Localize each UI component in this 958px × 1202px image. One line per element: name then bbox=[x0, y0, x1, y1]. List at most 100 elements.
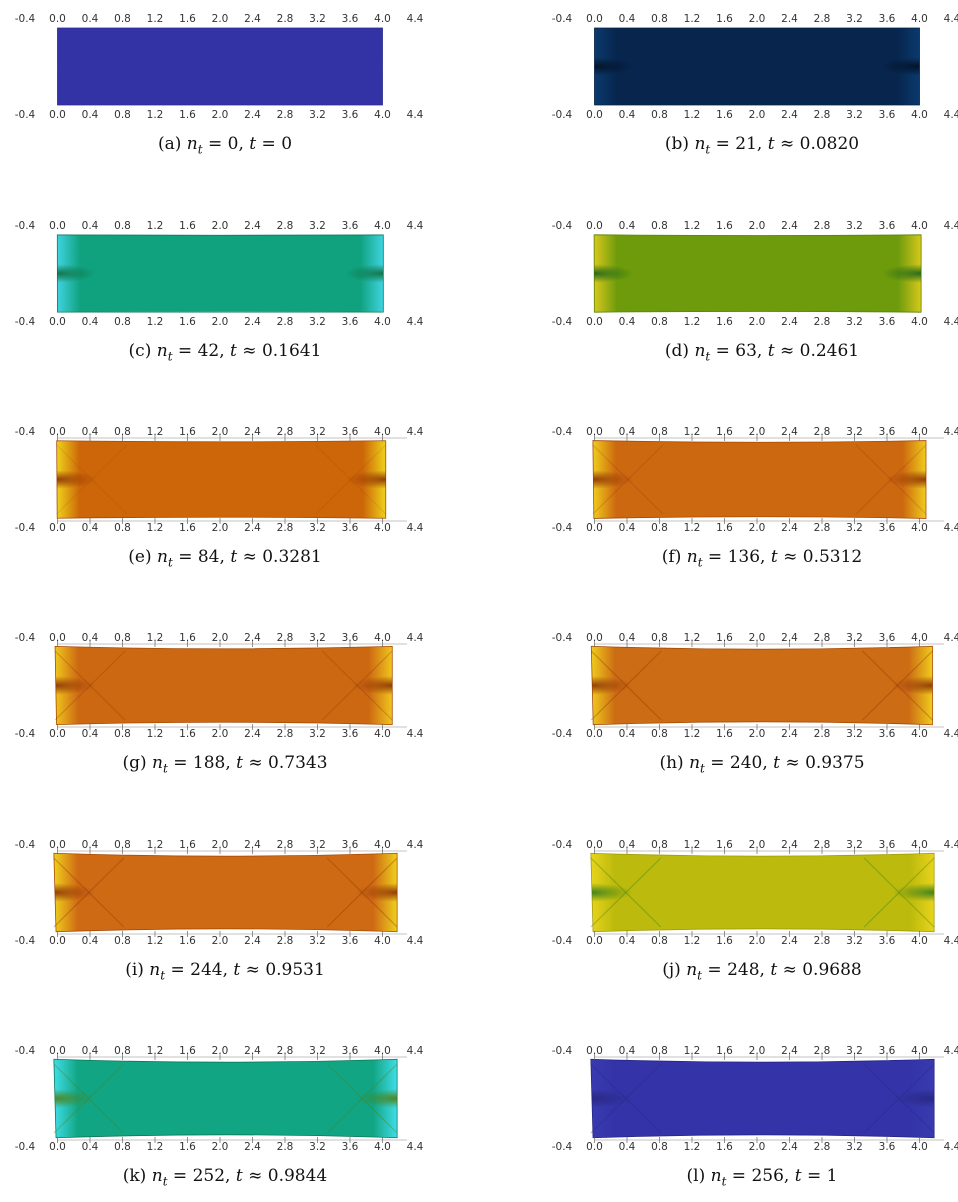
relation-symbol: ≈ bbox=[783, 547, 798, 567]
panel-j: -0.4 0.0 0.4 0.8 1.2 1.6 2.0 2.4 2.8 3.2 3.6 4.0 4.4… bbox=[542, 828, 958, 996]
tick-label-top: 2.8 bbox=[277, 426, 294, 438]
tick-label-top: 1.6 bbox=[179, 426, 196, 438]
shear-band bbox=[590, 650, 662, 721]
tick-label-bottom: 0.4 bbox=[619, 1141, 636, 1153]
tick-label-bottom: 0.0 bbox=[586, 1141, 603, 1153]
tick-label-top: 2.0 bbox=[749, 1045, 766, 1057]
tick-label-bottom: 0.4 bbox=[82, 109, 99, 121]
nt-symbol: n bbox=[151, 1166, 163, 1186]
tick-label-top: 1.6 bbox=[716, 220, 733, 232]
tick-label-top: 2.8 bbox=[277, 220, 294, 232]
tick-label-top: 0.0 bbox=[49, 426, 66, 438]
panel-k: -0.4 0.0 0.4 0.8 1.2 1.6 2.0 2.4 2.8 3.2 3.6 4.0 4.4… bbox=[5, 1034, 445, 1202]
tick-label-top: 1.2 bbox=[147, 13, 164, 25]
tick-label-bottom: -0.4 bbox=[15, 1141, 36, 1153]
panel-letter: (a) bbox=[157, 134, 182, 154]
panel-i: -0.4 0.0 0.4 0.8 1.2 1.6 2.0 2.4 2.8 3.2 3.6 4.0 4.4… bbox=[5, 828, 445, 996]
panel-letter: (b) bbox=[664, 134, 690, 154]
caption-a: (a) nt = 0, t = 0 bbox=[157, 134, 293, 157]
panel-b: -0.4 0.0 0.4 0.8 1.2 1.6 2.0 2.4 2.8 3.2 3.6 4.0 4.4… bbox=[542, 2, 958, 170]
tick-label-top: 2.8 bbox=[814, 632, 831, 644]
tick-label-top: 3.2 bbox=[846, 13, 863, 25]
tick-label-top: 4.4 bbox=[944, 13, 958, 25]
nt-symbol: n bbox=[694, 134, 706, 154]
tick-label-top: 2.8 bbox=[277, 839, 294, 851]
tick-label-bottom: 3.6 bbox=[342, 728, 359, 740]
tick-label-top: 1.2 bbox=[147, 632, 164, 644]
nt-symbol: n bbox=[157, 547, 168, 567]
panel-letter: (g) bbox=[122, 753, 147, 773]
tick-label-bottom: 0.8 bbox=[114, 522, 131, 534]
tick-label-top: 2.8 bbox=[277, 632, 294, 644]
relation-symbol: ≈ bbox=[242, 341, 257, 361]
relation-symbol: = bbox=[261, 134, 276, 154]
t-symbol: t bbox=[230, 547, 238, 567]
nt-value: 240 bbox=[729, 753, 763, 773]
t-value: 0.3281 bbox=[262, 547, 322, 567]
tick-label-top: 2.4 bbox=[244, 220, 261, 232]
tick-label-top: 3.2 bbox=[846, 426, 863, 438]
tick-label-bottom: 0.0 bbox=[49, 109, 66, 121]
tick-label-bottom: 2.4 bbox=[781, 728, 798, 740]
tick-label-bottom: 0.4 bbox=[82, 316, 99, 328]
tick-label-bottom: 0.8 bbox=[651, 109, 668, 121]
tick-label-top: 1.6 bbox=[179, 632, 196, 644]
tick-label-top: 4.4 bbox=[944, 220, 958, 232]
tick-label-top: 3.6 bbox=[342, 220, 359, 232]
tick-label-bottom: 3.6 bbox=[879, 522, 896, 534]
tick-label-top: 0.4 bbox=[619, 220, 636, 232]
tick-label-top: -0.4 bbox=[552, 1045, 573, 1057]
tick-label-bottom: 4.4 bbox=[944, 1141, 958, 1153]
nt-subscript: t bbox=[162, 1174, 168, 1189]
tick-label-top: 4.0 bbox=[911, 426, 928, 438]
tick-label-top: 4.0 bbox=[911, 220, 928, 232]
tick-label-bottom: 2.8 bbox=[277, 109, 294, 121]
tick-label-top: -0.4 bbox=[15, 13, 36, 25]
tick-label-bottom: 1.2 bbox=[684, 316, 701, 328]
t-symbol: t bbox=[794, 1166, 802, 1186]
mesh-plot-i: -0.4 0.0 0.4 0.8 1.2 1.6 2.0 2.4 2.8 3.2 3.6 4.0 4.4… bbox=[15, 839, 424, 947]
panel-f: -0.4 0.0 0.4 0.8 1.2 1.6 2.0 2.4 2.8 3.2 3.6 4.0 4.4… bbox=[542, 415, 958, 583]
tick-label-top: 2.8 bbox=[814, 1045, 831, 1057]
tick-label-bottom: 1.6 bbox=[716, 316, 733, 328]
tick-label-top: 4.0 bbox=[911, 1045, 928, 1057]
tick-label-bottom: 3.6 bbox=[879, 728, 896, 740]
shear-band bbox=[590, 1063, 662, 1134]
tick-label-top: 1.6 bbox=[716, 632, 733, 644]
tick-label-bottom: 1.2 bbox=[684, 522, 701, 534]
tick-label-top: 0.0 bbox=[49, 1045, 66, 1057]
shear-band bbox=[326, 857, 398, 928]
tick-label-top: 0.0 bbox=[586, 13, 603, 25]
panel-letter: (h) bbox=[659, 753, 684, 773]
tick-label-top: 0.4 bbox=[619, 632, 636, 644]
tick-label-top: 3.6 bbox=[879, 220, 896, 232]
nt-subscript: t bbox=[160, 968, 166, 983]
shear-band bbox=[590, 650, 662, 721]
tick-label-bottom: 1.2 bbox=[684, 935, 701, 947]
tick-label-top: 0.8 bbox=[651, 632, 668, 644]
t-value: 0.2461 bbox=[799, 341, 860, 361]
tick-label-bottom: 2.8 bbox=[814, 1141, 831, 1153]
panel-c: -0.4 0.0 0.4 0.8 1.2 1.6 2.0 2.4 2.8 3.2 3.6 4.0 4.4… bbox=[5, 209, 445, 377]
nt-subscript: t bbox=[705, 349, 711, 364]
tick-label-top: 2.0 bbox=[749, 220, 766, 232]
tick-label-bottom: 4.0 bbox=[374, 522, 391, 534]
end-field-right bbox=[594, 28, 920, 105]
shear-band bbox=[590, 857, 662, 928]
end-field-right bbox=[57, 234, 384, 313]
shear-band bbox=[855, 444, 927, 515]
end-field-right bbox=[56, 440, 386, 519]
tick-label-top: 1.6 bbox=[179, 839, 196, 851]
caption-b: (b) nt = 21, t ≈ 0.0820 bbox=[664, 134, 860, 157]
shear-band bbox=[863, 857, 935, 928]
tick-label-bottom: 3.2 bbox=[846, 728, 863, 740]
tick-label-bottom: 4.4 bbox=[407, 522, 424, 534]
nt-subscript: t bbox=[697, 555, 703, 570]
panel-letter: (i) bbox=[125, 960, 144, 980]
panel-a: -0.4 0.0 0.4 0.8 1.2 1.6 2.0 2.4 2.8 3.2 3.6 4.0 4.4… bbox=[5, 2, 445, 170]
tick-label-bottom: 1.2 bbox=[147, 1141, 164, 1153]
nt-value: 0 bbox=[227, 134, 239, 154]
nt-symbol: n bbox=[149, 960, 161, 980]
tick-label-top: 1.6 bbox=[716, 426, 733, 438]
